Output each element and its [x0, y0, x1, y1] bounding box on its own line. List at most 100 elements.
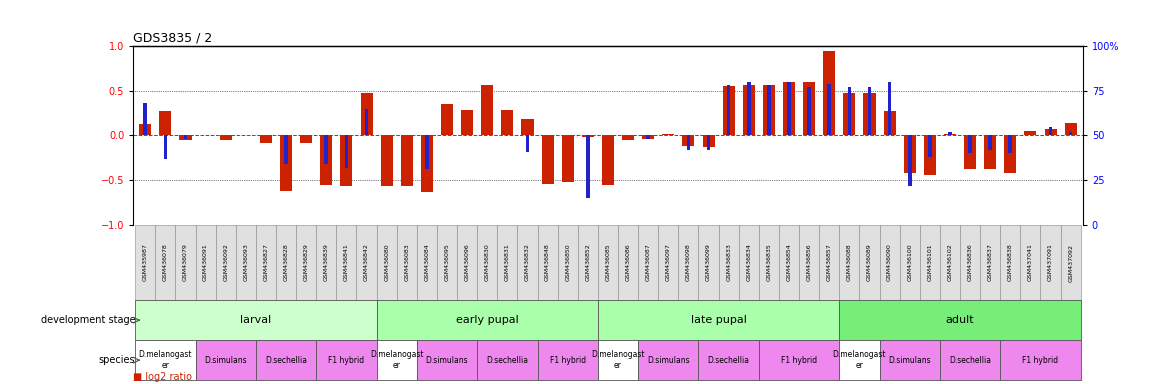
Text: GSM437091: GSM437091 [1048, 243, 1053, 281]
Text: D.sechellia: D.sechellia [486, 356, 528, 365]
Text: GSM436087: GSM436087 [646, 244, 651, 281]
Text: GSM436093: GSM436093 [243, 243, 248, 281]
Text: GSM436078: GSM436078 [163, 244, 168, 281]
Bar [598, 225, 618, 300]
Bar [316, 225, 336, 300]
Text: GSM436100: GSM436100 [907, 244, 913, 281]
Bar [840, 300, 1080, 340]
Bar [477, 340, 537, 380]
Text: GSM436089: GSM436089 [867, 244, 872, 281]
Bar [357, 225, 376, 300]
Bar [989, 136, 992, 150]
Text: GSM436102: GSM436102 [947, 244, 952, 281]
Bar [280, 136, 292, 191]
Bar [638, 225, 658, 300]
Bar [984, 136, 996, 169]
Bar [179, 136, 191, 140]
Bar [807, 87, 811, 136]
Text: D.simulans: D.simulans [888, 356, 931, 365]
Text: ■ log2 ratio: ■ log2 ratio [133, 372, 192, 382]
Bar [679, 225, 698, 300]
Bar [840, 340, 880, 380]
Bar [276, 225, 296, 300]
Bar [345, 136, 349, 168]
Text: GSM436854: GSM436854 [786, 244, 792, 281]
Bar [799, 225, 819, 300]
Bar [144, 103, 147, 136]
Bar [968, 136, 972, 153]
Text: F1 hybrid: F1 hybrid [329, 356, 365, 365]
Text: D.simulans: D.simulans [426, 356, 468, 365]
Text: GSM436095: GSM436095 [445, 244, 449, 281]
Bar [928, 136, 932, 157]
Text: GSM436830: GSM436830 [485, 244, 490, 281]
Text: GSM436101: GSM436101 [928, 244, 932, 281]
Bar [1064, 123, 1077, 136]
Bar [682, 136, 695, 146]
Bar [848, 87, 851, 136]
Bar [526, 136, 529, 152]
Bar [441, 104, 453, 136]
Bar [758, 225, 779, 300]
Bar [980, 225, 1001, 300]
Bar [417, 225, 437, 300]
Bar [960, 225, 980, 300]
Text: GSM436856: GSM436856 [807, 244, 812, 281]
Text: GSM437092: GSM437092 [1068, 243, 1073, 281]
Text: GSM436831: GSM436831 [505, 244, 510, 281]
Text: GSM436080: GSM436080 [384, 244, 389, 281]
Bar [687, 136, 690, 150]
Text: D.sechellia: D.sechellia [950, 356, 991, 365]
Bar [698, 340, 758, 380]
Text: F1 hybrid: F1 hybrid [550, 356, 586, 365]
Bar [215, 225, 236, 300]
Bar [360, 93, 373, 136]
Text: GSM436857: GSM436857 [827, 244, 831, 281]
Bar [336, 225, 357, 300]
Bar [376, 340, 417, 380]
Bar [477, 225, 497, 300]
Bar [779, 225, 799, 300]
Bar [787, 82, 791, 136]
Bar [1009, 136, 1012, 153]
Bar [948, 132, 952, 136]
Bar [586, 136, 589, 198]
Text: GSM436099: GSM436099 [706, 243, 711, 281]
Bar [742, 85, 755, 136]
Bar [618, 225, 638, 300]
Bar [457, 225, 477, 300]
Text: GSM436835: GSM436835 [767, 244, 771, 281]
Text: GSM436829: GSM436829 [303, 243, 309, 281]
Bar [598, 300, 840, 340]
Bar [175, 225, 196, 300]
Text: GSM436852: GSM436852 [585, 244, 591, 281]
Bar [537, 340, 598, 380]
Bar [919, 225, 940, 300]
Text: GSM436837: GSM436837 [988, 243, 992, 281]
Text: GSM436084: GSM436084 [424, 244, 430, 281]
Text: GSM436098: GSM436098 [686, 244, 691, 281]
Bar [562, 136, 573, 182]
Text: GSM436088: GSM436088 [846, 244, 852, 281]
Bar [501, 111, 513, 136]
Bar [864, 93, 875, 136]
Text: development stage: development stage [41, 315, 135, 325]
Text: GSM436091: GSM436091 [203, 244, 208, 281]
Bar [376, 300, 598, 340]
Bar [236, 225, 256, 300]
Bar [220, 136, 232, 140]
Bar [437, 225, 457, 300]
Bar [643, 136, 654, 139]
Text: GSM436097: GSM436097 [666, 243, 670, 281]
Text: GSM436836: GSM436836 [968, 244, 973, 281]
Bar [859, 225, 880, 300]
Bar [880, 340, 940, 380]
Bar [819, 225, 840, 300]
Bar [602, 136, 614, 185]
Bar [300, 136, 313, 142]
Text: GSM436841: GSM436841 [344, 244, 349, 281]
Bar [638, 340, 698, 380]
Bar [884, 111, 895, 136]
Bar [340, 136, 352, 187]
Bar [160, 111, 171, 136]
